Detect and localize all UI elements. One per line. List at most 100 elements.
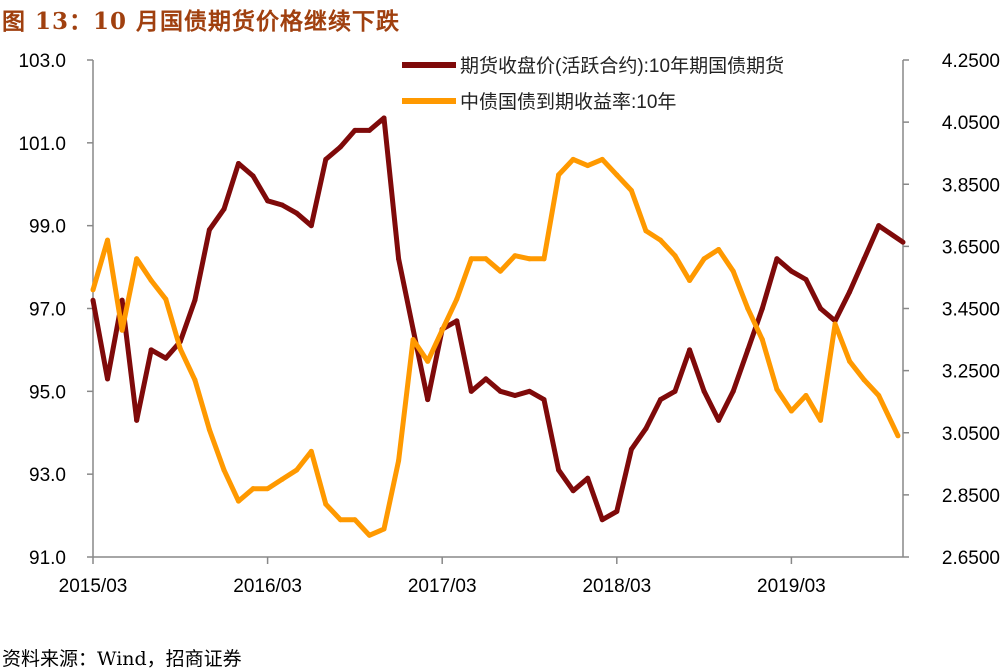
- futures-point: [468, 388, 474, 394]
- futures-point: [454, 318, 460, 324]
- yield-point: [105, 237, 111, 243]
- series-line-bond-yield: [90, 156, 901, 538]
- futures-point: [279, 202, 285, 208]
- yield-point: [352, 517, 358, 523]
- futures-point: [236, 161, 241, 167]
- futures-point: [105, 376, 111, 382]
- right-tick-label: 3.0500: [942, 424, 1000, 445]
- left-tick-label: 97.0: [29, 300, 66, 321]
- futures-point: [308, 223, 314, 229]
- yield-point: [614, 172, 620, 178]
- yield-point: [337, 517, 343, 523]
- yield-point: [599, 156, 605, 162]
- futures-point: [265, 198, 271, 204]
- futures-point: [134, 417, 140, 423]
- yield-point: [716, 246, 722, 252]
- futures-point: [672, 388, 678, 394]
- right-tick-label: 2.8500: [942, 486, 1000, 507]
- yield-point: [468, 256, 474, 262]
- futures-point: [900, 239, 906, 245]
- yield-point: [483, 256, 489, 262]
- futures-point: [337, 144, 343, 150]
- x-tick-label: 2017/03: [408, 576, 477, 597]
- futures-point: [527, 388, 532, 394]
- axes: 103.0 101.0 99.0 97.0 95.0 93.0 91.0 4.2500 4.05…: [18, 51, 1000, 597]
- series-line-futures-price: [90, 115, 905, 523]
- yield-point: [454, 296, 460, 302]
- yield-point: [177, 346, 183, 352]
- left-tick-label: 101.0: [18, 134, 66, 155]
- yield-point: [512, 253, 518, 259]
- yield-point: [895, 433, 901, 439]
- yield-point: [497, 268, 503, 274]
- yield-point: [818, 417, 823, 423]
- futures-point: [323, 156, 329, 162]
- futures-point: [818, 306, 823, 311]
- series-lines: [90, 115, 906, 538]
- yield-point: [628, 187, 634, 193]
- futures-point: [759, 306, 765, 311]
- yield-point: [294, 467, 300, 473]
- yield-point: [687, 278, 693, 284]
- yield-point: [265, 486, 271, 492]
- yield-point: [119, 327, 125, 333]
- yield-point: [876, 392, 882, 398]
- source-note: 资料来源：Wind，招商证券: [2, 648, 242, 670]
- yield-point: [323, 501, 329, 507]
- yield-point: [643, 228, 649, 234]
- futures-point: [483, 376, 489, 382]
- yield-point: [585, 163, 591, 169]
- left-tick-label: 91.0: [29, 548, 66, 569]
- futures-point: [774, 256, 780, 262]
- yield-point: [192, 377, 198, 383]
- yield-point: [701, 256, 707, 262]
- left-tick-label: 95.0: [29, 382, 66, 403]
- yield-point: [90, 287, 96, 293]
- yield-point: [410, 337, 416, 343]
- right-tick-label: 3.6500: [942, 237, 1000, 258]
- right-tick-label: 3.8500: [942, 175, 1000, 196]
- legend-label-futures: 期货收盘价(活跃合约):10年期国债期货: [460, 55, 784, 77]
- futures-point: [687, 347, 693, 353]
- yield-point: [206, 427, 212, 433]
- futures-point: [643, 426, 649, 432]
- yield-point: [556, 172, 562, 178]
- yield-point: [308, 448, 314, 454]
- futures-point: [701, 388, 707, 394]
- yield-point: [425, 358, 431, 364]
- yield-point: [730, 268, 736, 274]
- futures-point: [745, 347, 751, 353]
- futures-point: [352, 127, 358, 133]
- legend-label-yield: 中债国债到期收益率:10年: [460, 91, 676, 113]
- futures-point: [657, 397, 663, 403]
- yield-point: [221, 467, 227, 473]
- futures-point: [876, 223, 882, 229]
- yield-point: [570, 156, 576, 162]
- futures-point: [497, 388, 503, 394]
- yield-point: [527, 256, 532, 262]
- yield-point: [657, 237, 663, 243]
- yield-point: [832, 321, 838, 327]
- futures-point: [614, 508, 620, 514]
- yield-point: [148, 278, 154, 284]
- futures-point: [585, 475, 591, 481]
- yield-point: [745, 306, 751, 311]
- futures-point: [628, 446, 634, 452]
- right-tick-label: 3.2500: [942, 362, 1000, 383]
- futures-point: [396, 256, 402, 262]
- x-tick-label: 2015/03: [59, 576, 128, 597]
- legend: 期货收盘价(活跃合约):10年期国债期货 中债国债到期收益率:10年: [402, 55, 784, 113]
- futures-point: [90, 297, 96, 303]
- futures-point: [294, 210, 300, 216]
- futures-point: [847, 289, 853, 295]
- yield-point: [381, 526, 387, 532]
- left-tick-label: 103.0: [18, 51, 66, 72]
- yield-point: [861, 377, 867, 383]
- yield-point: [759, 337, 765, 343]
- right-tick-label: 2.6500: [942, 548, 1000, 569]
- futures-point: [206, 227, 212, 233]
- futures-point: [366, 127, 372, 133]
- x-tick-label: 2016/03: [233, 576, 302, 597]
- futures-point: [861, 256, 867, 262]
- left-tick-label: 99.0: [29, 217, 66, 238]
